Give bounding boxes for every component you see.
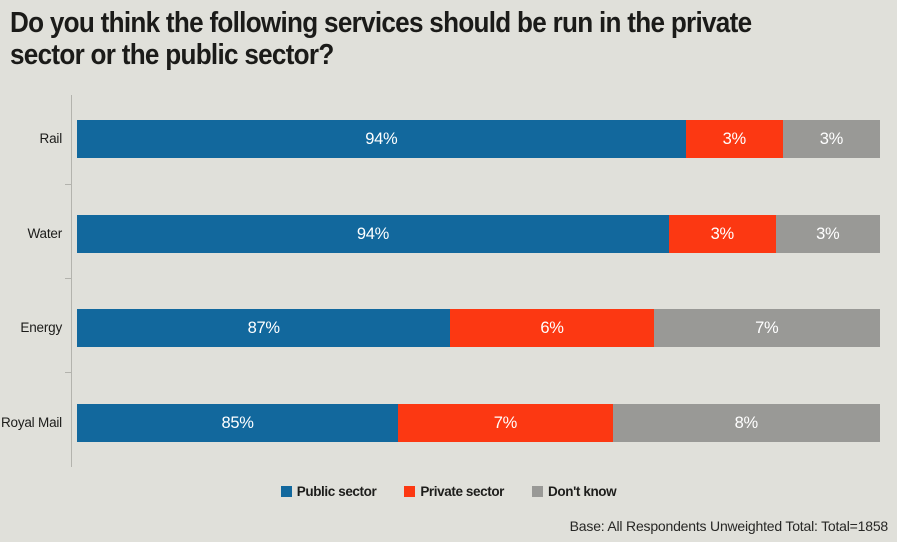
legend-item-don-t-know: Don't know bbox=[532, 484, 617, 499]
legend-item-private-sector: Private sector bbox=[404, 484, 504, 499]
bar-segment-public-sector: 85% bbox=[77, 404, 399, 442]
legend-swatch-public-sector bbox=[280, 486, 292, 497]
legend-label-private-sector: Private sector bbox=[420, 484, 505, 499]
legend-label-don-t-know: Don't know bbox=[548, 484, 617, 499]
bar-segment-private-sector: 7% bbox=[398, 404, 613, 442]
stacked-bar-rail: 94% 3% 3% bbox=[77, 120, 880, 158]
plot-area: Rail 94% 3% 3% Water 94% 3% 3% Energy 87% 6% 7% Roya… bbox=[0, 95, 897, 467]
bar-segment-public-sector: 87% bbox=[77, 309, 451, 347]
legend-swatch-don-t-know bbox=[532, 486, 544, 497]
y-axis-line bbox=[71, 95, 72, 467]
category-label-water: Water bbox=[27, 226, 62, 241]
bar-row-water: Water 94% 3% 3% bbox=[0, 215, 897, 253]
bar-row-energy: Energy 87% 6% 7% bbox=[0, 309, 897, 347]
category-label-royal-mail: Royal Mail bbox=[0, 415, 62, 430]
y-axis-tick bbox=[65, 278, 72, 279]
legend: Public sector Private sector Don't know bbox=[0, 484, 897, 499]
y-axis-tick bbox=[65, 372, 72, 373]
bar-segment-private-sector: 3% bbox=[685, 120, 783, 158]
legend-item-public-sector: Public sector bbox=[280, 484, 377, 499]
chart-title-line2: sector or the public sector? bbox=[10, 38, 334, 71]
y-axis-tick bbox=[65, 184, 72, 185]
legend-label-public-sector: Public sector bbox=[296, 484, 377, 499]
category-label-rail: Rail bbox=[39, 131, 63, 146]
category-label-energy: Energy bbox=[20, 320, 62, 335]
bar-row-rail: Rail 94% 3% 3% bbox=[0, 120, 897, 158]
base-note: Base: All Respondents Unweighted Total: … bbox=[569, 518, 889, 534]
bar-segment-public-sector: 94% bbox=[77, 215, 669, 253]
bar-segment-public-sector: 94% bbox=[77, 120, 686, 158]
bar-segment-don-t-know: 3% bbox=[782, 120, 880, 158]
stacked-bar-energy: 87% 6% 7% bbox=[77, 309, 880, 347]
bar-row-royal-mail: Royal Mail 85% 7% 8% bbox=[0, 404, 897, 442]
bar-segment-don-t-know: 3% bbox=[775, 215, 880, 253]
bar-segment-don-t-know: 8% bbox=[612, 404, 880, 442]
bar-segment-private-sector: 3% bbox=[668, 215, 776, 253]
chart-title: Do you think the following services shou… bbox=[10, 7, 752, 72]
chart-title-line1: Do you think the following services shou… bbox=[10, 7, 752, 39]
legend-swatch-private-sector bbox=[404, 486, 416, 497]
bar-segment-private-sector: 6% bbox=[450, 309, 654, 347]
stacked-bar-royal-mail: 85% 7% 8% bbox=[77, 404, 880, 442]
bar-segment-don-t-know: 7% bbox=[653, 309, 880, 347]
stacked-bar-water: 94% 3% 3% bbox=[77, 215, 880, 253]
